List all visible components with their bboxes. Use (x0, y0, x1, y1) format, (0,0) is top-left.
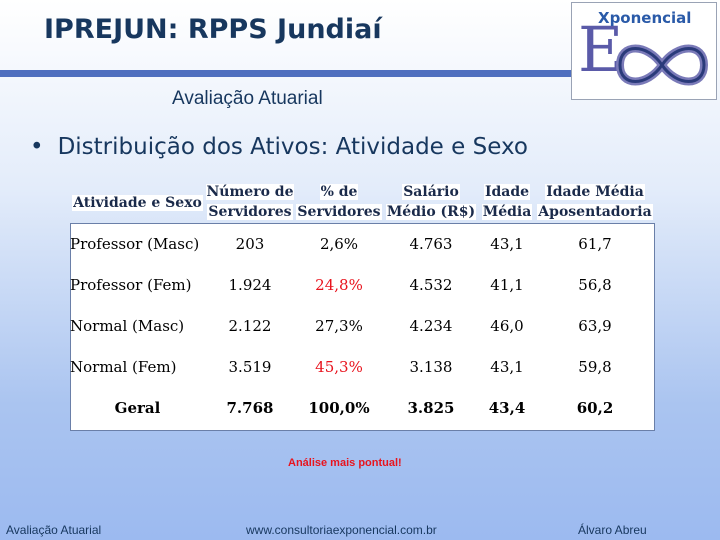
cell-percentual-highlight: 24,8% (315, 276, 363, 294)
cell-percentual-highlight: 45,3% (315, 358, 363, 376)
cell-salario: 4.763 (409, 235, 453, 253)
cell-idade-aposentadoria: 56,8 (578, 276, 612, 294)
bullet-icon: • (30, 134, 44, 160)
col-header-idade-aposentadoria: Idade Média Aposentadoria (537, 184, 653, 220)
row-label: Normal (Masc) (70, 317, 185, 335)
infinity-logo-icon (615, 44, 709, 86)
cell-idade-aposentadoria: 61,7 (578, 235, 612, 253)
col-header-numero: Número de Servidores (205, 184, 295, 220)
slide-title: IPREJUN: RPPS Jundiaí (44, 14, 382, 45)
cell-numero: 3.519 (228, 358, 272, 376)
row-label: Professor (Masc) (70, 235, 200, 253)
cell-idade: 43,4 (488, 399, 526, 417)
data-table (70, 223, 655, 431)
cell-salario: 4.532 (409, 276, 453, 294)
cell-percentual: 2,6% (319, 235, 359, 253)
cell-idade-aposentadoria: 63,9 (578, 317, 612, 335)
cell-idade: 43,1 (490, 358, 524, 376)
highlight-note: Análise mais pontual! (288, 457, 402, 469)
section-heading-text: Distribuição dos Ativos: Atividade e Sex… (57, 134, 528, 160)
footer-author: Álvaro Abreu (578, 523, 647, 537)
col-header-atividade: Atividade e Sexo (72, 195, 203, 211)
cell-numero: 7.768 (226, 399, 274, 417)
cell-salario: 4.234 (409, 317, 453, 335)
cell-idade: 41,1 (490, 276, 524, 294)
cell-salario: 3.825 (407, 399, 455, 417)
cell-salario: 3.138 (409, 358, 453, 376)
company-logo: E Xponencial (571, 2, 717, 100)
cell-numero: 203 (235, 235, 265, 253)
cell-percentual: 27,3% (315, 317, 363, 335)
row-label: Normal (Fem) (70, 358, 177, 376)
cell-idade-aposentadoria: 59,8 (578, 358, 612, 376)
row-label: Professor (Fem) (70, 276, 192, 294)
cell-percentual: 100,0% (308, 399, 370, 417)
cell-numero: 1.924 (228, 276, 272, 294)
footer-website: www.consultoriaexponencial.com.br (246, 523, 437, 537)
title-underline (0, 70, 580, 77)
cell-idade: 43,1 (490, 235, 524, 253)
total-label: Geral (114, 399, 161, 417)
section-heading: • Distribuição dos Ativos: Atividade e Se… (30, 134, 528, 160)
slide-subtitle: Avaliação Atuarial (172, 88, 323, 109)
cell-idade-aposentadoria: 60,2 (576, 399, 614, 417)
col-header-salario: Salário Médio (R$) (385, 184, 477, 220)
col-header-idade: Idade Média (481, 184, 533, 220)
logo-text: Xponencial (598, 9, 692, 27)
col-header-percentual: % de Servidores (296, 184, 382, 220)
cell-numero: 2.122 (228, 317, 272, 335)
logo-letter: E (578, 13, 624, 86)
cell-idade: 46,0 (490, 317, 524, 335)
footer-left: Avaliação Atuarial (6, 523, 102, 537)
